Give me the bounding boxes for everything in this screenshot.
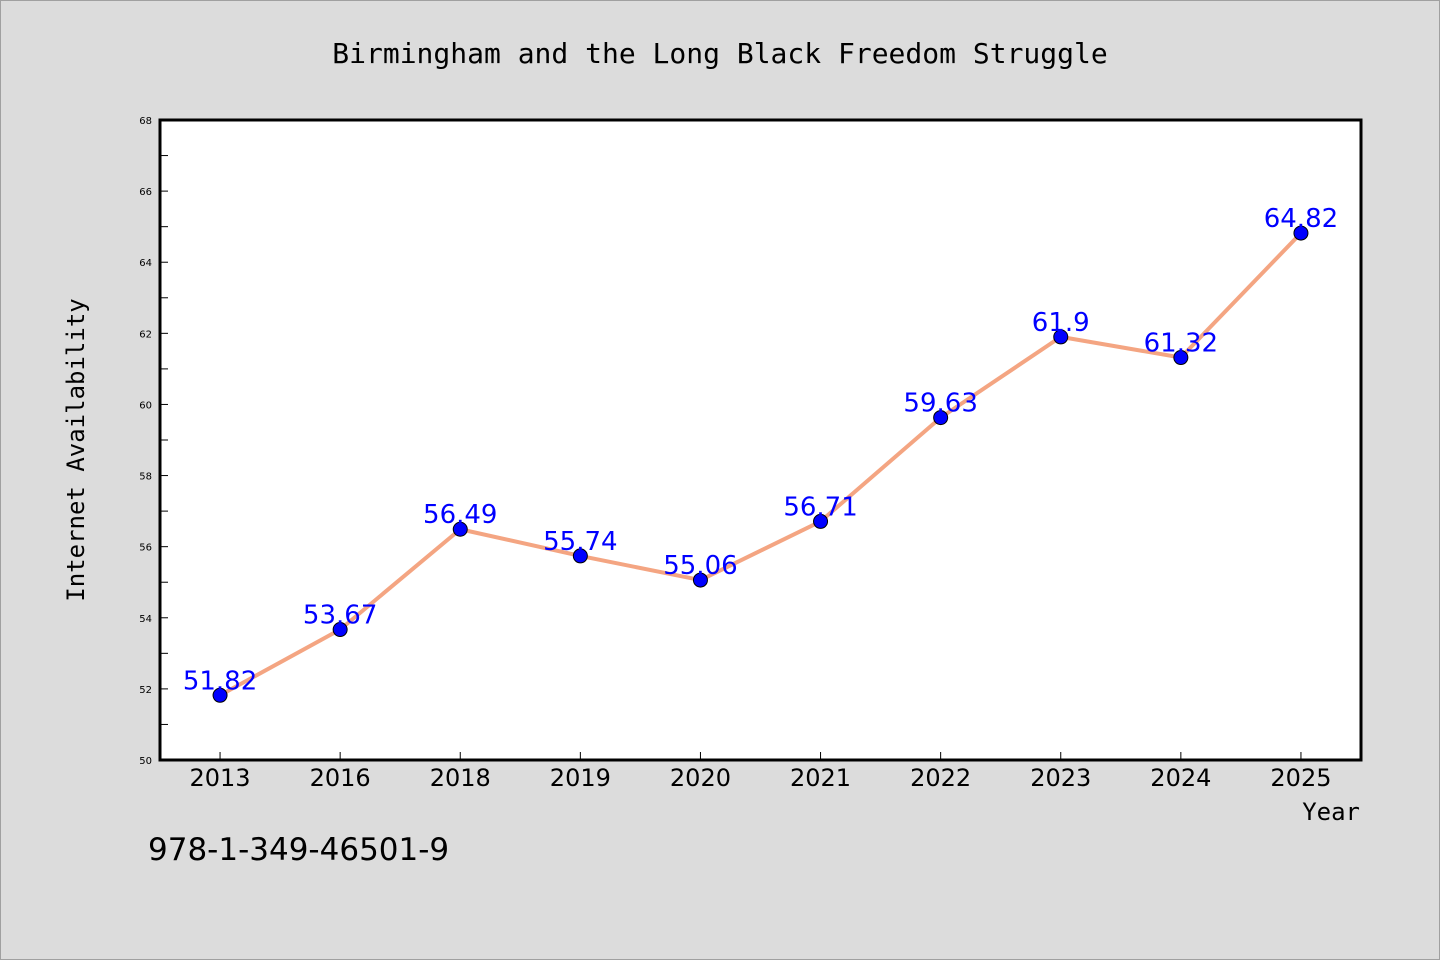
x-tick-label: 2023	[1030, 764, 1091, 792]
series-line	[219, 231, 1303, 698]
x-axis: 2013 2016 2018 2019 2020 2021 2022 2023 2024 2025	[190, 752, 1331, 792]
x-tick-label: 2021	[790, 764, 851, 792]
data-point	[212, 687, 228, 703]
data-label: 55.06	[663, 551, 737, 581]
y-tick-label: 66	[139, 187, 152, 198]
data-point	[1053, 329, 1069, 345]
data-point	[332, 622, 348, 638]
data-label: 64.82	[1264, 204, 1338, 234]
data-point	[1173, 350, 1189, 366]
x-tick-label: 2018	[430, 764, 491, 792]
y-axis: 50 52 54 56 58 60 62 64 66 68	[139, 116, 168, 767]
data-point	[813, 513, 829, 529]
y-tick-label: 52	[139, 685, 152, 696]
data-label: 56.71	[783, 492, 857, 522]
isbn-text: 978-1-349-46501-9	[148, 832, 450, 868]
x-tick-label: 2016	[310, 764, 371, 792]
data-point	[452, 521, 468, 537]
x-tick-label: 2013	[190, 764, 251, 792]
x-tick-label: 2024	[1150, 764, 1211, 792]
x-tick-label: 2019	[550, 764, 611, 792]
x-axis-title: Year	[1302, 798, 1360, 826]
data-point	[572, 548, 588, 564]
y-axis-title: Internet Availability	[62, 298, 90, 601]
y-tick-label: 58	[139, 472, 152, 483]
data-label: 59.63	[903, 389, 977, 419]
data-label: 51.82	[183, 666, 257, 696]
data-point	[1293, 225, 1309, 241]
y-tick-label: 64	[139, 258, 152, 269]
y-tick-label: 60	[139, 400, 152, 411]
x-tick-label: 2020	[670, 764, 731, 792]
y-tick-label: 68	[139, 116, 152, 127]
data-label: 56.49	[423, 500, 497, 530]
data-label: 55.74	[543, 527, 617, 557]
y-tick-label: 50	[139, 756, 152, 767]
y-tick-label: 54	[139, 614, 152, 625]
data-point	[692, 572, 708, 588]
plot-area	[158, 118, 1363, 762]
x-tick-label: 2022	[910, 764, 971, 792]
y-tick-label: 56	[139, 543, 152, 554]
chart-title: Birmingham and the Long Black Freedom St…	[332, 37, 1107, 70]
y-tick-label: 62	[139, 329, 152, 340]
series-group: 51.82 53.67 56.49 55.74 55.06 56.71 59.63 61.9 6…	[183, 204, 1338, 703]
data-label: 61.32	[1144, 329, 1218, 359]
data-label: 61.9	[1032, 308, 1090, 338]
x-tick-label: 2025	[1270, 764, 1331, 792]
data-point	[933, 410, 949, 426]
data-label: 53.67	[303, 601, 377, 631]
